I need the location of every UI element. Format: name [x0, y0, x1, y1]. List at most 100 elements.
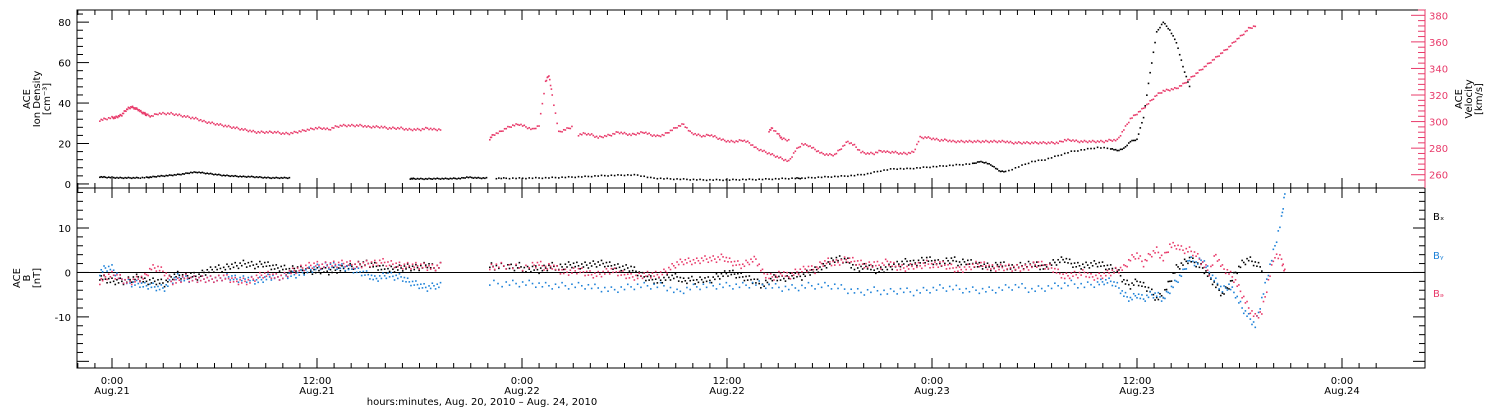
bz-point [328, 266, 330, 269]
velocity-axis-label-line: [km/s] [1474, 83, 1485, 115]
by-point [1210, 276, 1212, 279]
density-point [741, 178, 744, 181]
velocity-point [502, 130, 504, 132]
by-point [525, 284, 527, 286]
velocity-point [769, 153, 772, 156]
bx-point [1132, 284, 1135, 286]
velocity-point [658, 135, 660, 137]
bx-point [380, 268, 383, 271]
bz-point [308, 261, 310, 264]
bx-point [1121, 280, 1124, 283]
bz-point [945, 268, 948, 270]
bx-point [700, 278, 703, 281]
density-point [443, 178, 445, 180]
density-point [1173, 38, 1176, 41]
density-point [185, 172, 187, 174]
bz-point [1026, 266, 1028, 269]
bx-point [687, 277, 690, 279]
velocity-point [980, 141, 982, 144]
density-point [209, 172, 212, 175]
velocity-point [1233, 41, 1235, 44]
velocity-point [781, 138, 783, 141]
bz-point [1132, 256, 1135, 258]
bx-point [1172, 272, 1174, 274]
bx-point [1086, 264, 1089, 266]
bz-point [1050, 267, 1053, 269]
bx-point [559, 263, 562, 266]
by-point [163, 290, 166, 292]
bz-point [359, 263, 361, 266]
velocity-point [355, 124, 358, 126]
by-point [1127, 300, 1130, 302]
bx-point [807, 271, 810, 274]
bz-point [1234, 278, 1237, 281]
density-point [1146, 94, 1148, 96]
by-point [1183, 268, 1186, 270]
by-point [682, 292, 685, 295]
density-point [226, 174, 228, 177]
density-point [827, 176, 829, 178]
bx-point [1228, 288, 1230, 290]
by-point [702, 283, 705, 286]
by-point [439, 281, 442, 284]
velocity-point [244, 128, 246, 130]
velocity-point [1037, 142, 1040, 145]
bx-point [1019, 261, 1022, 264]
velocity-point [122, 112, 125, 115]
velocity-point [852, 144, 854, 146]
velocity-point [1026, 141, 1028, 143]
velocity-point [216, 122, 218, 125]
bx-point [899, 265, 902, 268]
bx-point [985, 266, 987, 269]
bz-point [103, 274, 105, 276]
by-point [850, 288, 852, 291]
by-point [489, 284, 491, 286]
bx-point [1118, 269, 1120, 271]
by-point [916, 289, 918, 292]
by-point [305, 268, 307, 271]
by-point [1067, 284, 1069, 287]
bx-point [508, 267, 511, 270]
velocity-point [331, 126, 333, 129]
velocity-point [201, 120, 204, 123]
bx-point [316, 266, 319, 269]
velocity-point [830, 153, 833, 156]
bx-point [994, 261, 997, 264]
density-point [1100, 147, 1102, 149]
bx-point [786, 275, 788, 277]
x-axis-label: hours:minutes, Aug. 20, 2010 – Aug. 24, … [367, 397, 598, 408]
bz-point [1072, 275, 1074, 278]
by-point [879, 293, 882, 296]
density-point [929, 166, 931, 169]
bz-point [745, 259, 747, 262]
bz-point [392, 263, 394, 266]
velocity-point [707, 134, 710, 136]
velocity-point [133, 108, 135, 110]
by-point [415, 280, 417, 282]
by-point [139, 286, 141, 289]
bz-point [1044, 268, 1046, 270]
velocity-point [1039, 141, 1041, 144]
by-point [1162, 296, 1165, 299]
bz-point [804, 268, 806, 270]
by-point [291, 270, 294, 273]
velocity-point [860, 151, 862, 154]
bx-point [656, 282, 659, 284]
bz-point [1262, 300, 1265, 303]
velocity-point [893, 151, 895, 154]
by-point [577, 281, 580, 284]
bz-point [173, 278, 176, 281]
bz-point [408, 264, 411, 267]
density-point [121, 177, 123, 179]
by-point [178, 276, 181, 279]
velocity-point [171, 113, 174, 115]
bx-point [1201, 267, 1204, 269]
bx-point [898, 263, 900, 265]
b-tick-label: -10 [55, 313, 71, 324]
density-point [712, 179, 715, 181]
velocity-point [1058, 140, 1061, 143]
density-point [472, 177, 475, 179]
bx-point [237, 267, 240, 270]
bx-point [636, 274, 639, 277]
bx-point [692, 279, 695, 282]
